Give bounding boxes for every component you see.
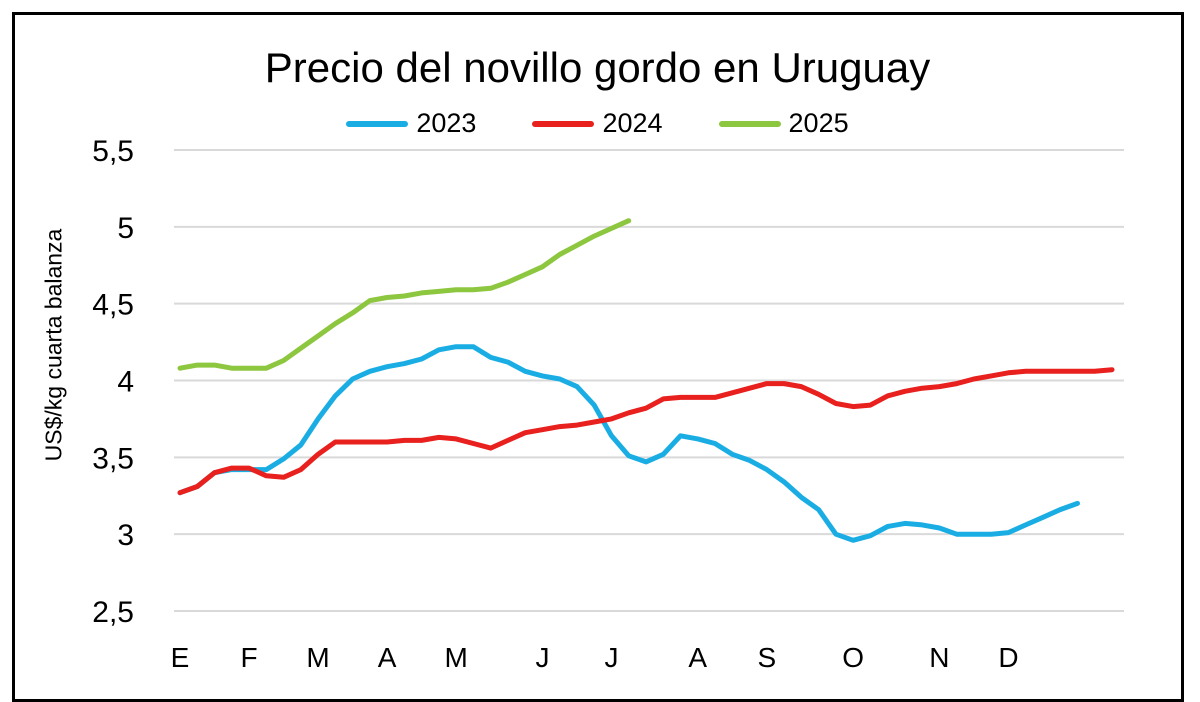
series-lines — [177, 218, 1115, 543]
series-line-2025 — [177, 218, 632, 371]
chart-legend: 2023 2024 2025 — [0, 108, 1195, 139]
y-tick-label: 5,5 — [92, 135, 134, 168]
series-line-2024 — [177, 367, 1115, 496]
y-tick-label: 5 — [117, 212, 134, 245]
y-tick-label: 4,5 — [92, 289, 134, 322]
series-line-2023 — [177, 344, 1080, 543]
legend-item-2024: 2024 — [532, 108, 663, 139]
y-tick-label: 3 — [117, 519, 134, 552]
legend-label-2023: 2023 — [416, 108, 477, 138]
x-tick-label: E — [171, 642, 190, 673]
legend-swatch-2024 — [532, 120, 595, 127]
x-tick-label: F — [240, 642, 257, 673]
x-tick-label: J — [604, 642, 618, 673]
x-tick-label: M — [306, 642, 329, 673]
x-tick-label: N — [929, 642, 949, 673]
x-tick-label: A — [688, 642, 707, 673]
x-tick-label: O — [842, 642, 864, 673]
x-tick-label: D — [998, 642, 1018, 673]
y-tick-label: 4 — [117, 366, 134, 399]
legend-swatch-2025 — [718, 120, 781, 127]
legend-swatch-2023 — [346, 120, 409, 127]
chart-title: Precio del novillo gordo en Uruguay — [264, 44, 931, 91]
x-tick-label: J — [535, 642, 549, 673]
legend-item-2023: 2023 — [346, 108, 476, 139]
line-chart: 2,5 3 3,5 4 4,5 5 5,5 E F M A M J J A S O N D — [92, 135, 1124, 673]
gridlines — [174, 149, 1124, 612]
y-ticks: 2,5 3 3,5 4 4,5 5 5,5 — [92, 135, 134, 629]
y-tick-label: 3,5 — [92, 442, 134, 475]
x-tick-label: A — [378, 642, 397, 673]
legend-item-2025: 2025 — [718, 108, 849, 139]
y-tick-label: 2,5 — [92, 596, 134, 629]
x-tick-label: M — [444, 642, 467, 673]
x-tick-label: S — [757, 642, 776, 673]
legend-label-2025: 2025 — [788, 108, 849, 138]
legend-label-2024: 2024 — [602, 108, 663, 138]
